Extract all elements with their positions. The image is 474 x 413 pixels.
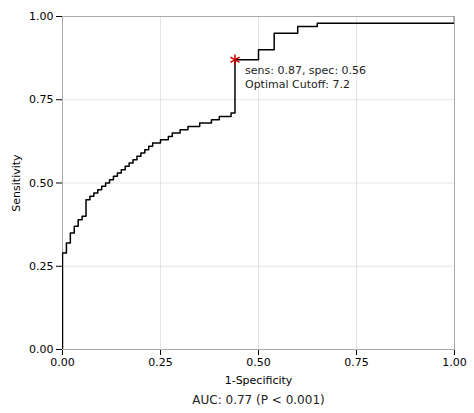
- svg-text:sens: 0.87, spec: 0.56Optimal: sens: 0.87, spec: 0.56Optimal Cutoff: 7.…: [245, 64, 366, 91]
- svg-text:0.00: 0.00: [29, 343, 54, 356]
- svg-text:0.25: 0.25: [29, 260, 54, 273]
- svg-text:1.00: 1.00: [442, 356, 467, 369]
- svg-text:0.75: 0.75: [29, 93, 54, 106]
- svg-text:AUC: 0.77 (P < 0.001): AUC: 0.77 (P < 0.001): [192, 393, 324, 407]
- svg-text:0.50: 0.50: [246, 356, 271, 369]
- svg-text:0.25: 0.25: [148, 356, 173, 369]
- svg-text:1-Specificity: 1-Specificity: [225, 374, 293, 387]
- svg-text:0.00: 0.00: [50, 356, 75, 369]
- svg-text:1.00: 1.00: [29, 10, 54, 23]
- svg-text:0.75: 0.75: [344, 356, 369, 369]
- svg-text:0.50: 0.50: [29, 177, 54, 190]
- svg-text:Sensitivity: Sensitivity: [10, 154, 23, 212]
